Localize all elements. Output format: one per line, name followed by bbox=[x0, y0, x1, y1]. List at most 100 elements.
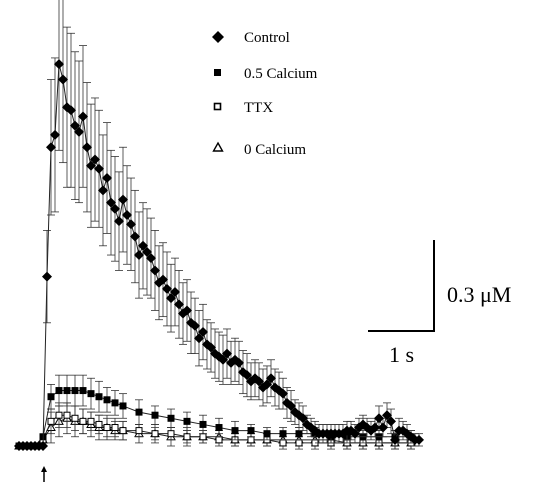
data-point bbox=[50, 129, 60, 140]
data-point bbox=[222, 348, 232, 359]
data-point bbox=[199, 433, 207, 441]
data-point bbox=[71, 414, 79, 422]
data-point bbox=[70, 120, 80, 131]
data-point bbox=[63, 411, 71, 419]
data-point bbox=[215, 436, 223, 444]
data-point bbox=[194, 333, 204, 344]
data-point bbox=[122, 210, 132, 220]
data-point bbox=[158, 274, 168, 285]
data-point bbox=[414, 434, 424, 445]
data-point bbox=[119, 427, 127, 435]
legend-label-half-calcium: 0.5 Calcium bbox=[244, 66, 318, 82]
data-point bbox=[74, 126, 84, 137]
data-point bbox=[166, 293, 176, 304]
data-point bbox=[130, 231, 140, 242]
open-square-marker-icon bbox=[213, 102, 222, 111]
data-point bbox=[66, 105, 76, 116]
data-point bbox=[374, 413, 384, 424]
data-point bbox=[138, 240, 148, 251]
data-point bbox=[111, 424, 119, 432]
open-triangle-marker-icon bbox=[212, 141, 224, 152]
data-point bbox=[42, 271, 52, 282]
data-point bbox=[94, 163, 104, 174]
data-point bbox=[95, 420, 103, 428]
data-point bbox=[79, 387, 87, 395]
data-point bbox=[71, 387, 79, 395]
legend-item-half-calcium: 0.5 Calcium bbox=[214, 66, 318, 82]
data-point bbox=[54, 59, 64, 70]
data-point bbox=[47, 417, 55, 425]
data-point bbox=[151, 411, 159, 419]
data-point bbox=[135, 408, 143, 416]
data-point bbox=[78, 111, 88, 122]
data-point bbox=[286, 400, 296, 411]
data-point bbox=[87, 417, 95, 425]
data-point bbox=[146, 253, 156, 264]
data-point bbox=[298, 413, 308, 424]
data-point bbox=[55, 387, 63, 395]
data-point bbox=[150, 265, 160, 276]
data-point bbox=[390, 434, 400, 445]
data-point bbox=[79, 417, 87, 425]
data-point bbox=[167, 414, 175, 422]
data-point bbox=[263, 430, 271, 438]
legend-label-ttx: TTX bbox=[244, 100, 273, 116]
data-point bbox=[151, 430, 159, 438]
data-point bbox=[126, 219, 136, 230]
data-point bbox=[87, 390, 95, 398]
diamond-marker-icon bbox=[212, 31, 224, 43]
data-point bbox=[231, 427, 239, 435]
data-point bbox=[38, 441, 48, 451]
legend-item-zero-calcium: 0 Calcium bbox=[212, 141, 306, 158]
series-control bbox=[14, 0, 424, 451]
data-point bbox=[183, 433, 191, 441]
legend-label-control: Control bbox=[244, 30, 290, 46]
data-point bbox=[247, 436, 255, 444]
data-point bbox=[242, 370, 252, 381]
data-point bbox=[46, 142, 56, 153]
data-point bbox=[63, 387, 71, 395]
data-point bbox=[199, 420, 207, 428]
data-point bbox=[114, 216, 124, 227]
data-point bbox=[90, 154, 100, 165]
data-point bbox=[111, 399, 119, 407]
data-point bbox=[58, 74, 68, 85]
data-point bbox=[55, 411, 63, 419]
data-point bbox=[47, 393, 55, 401]
data-point bbox=[170, 287, 180, 297]
data-point bbox=[162, 283, 172, 294]
data-point bbox=[95, 393, 103, 401]
data-point bbox=[278, 388, 288, 399]
data-point bbox=[142, 246, 152, 257]
data-point bbox=[98, 185, 108, 196]
data-point bbox=[106, 197, 116, 208]
legend-item-ttx: TTX bbox=[213, 100, 273, 116]
filled-square-marker-icon bbox=[214, 69, 221, 76]
data-point bbox=[206, 342, 216, 353]
data-point bbox=[82, 142, 92, 153]
data-point bbox=[167, 430, 175, 438]
data-point bbox=[386, 416, 396, 427]
data-point bbox=[215, 424, 223, 432]
data-point bbox=[295, 439, 303, 447]
data-point bbox=[247, 427, 255, 435]
legend-label-zero-calcium: 0 Calcium bbox=[244, 142, 306, 158]
data-point bbox=[103, 424, 111, 432]
data-point bbox=[198, 327, 208, 338]
data-point bbox=[86, 160, 96, 171]
data-point bbox=[103, 396, 111, 404]
data-point bbox=[370, 422, 380, 433]
data-point bbox=[183, 417, 191, 425]
data-point bbox=[102, 173, 112, 184]
data-point bbox=[118, 194, 128, 205]
legend-item-control: Control bbox=[212, 30, 290, 46]
data-point bbox=[134, 250, 144, 261]
data-point bbox=[279, 439, 287, 447]
data-point bbox=[135, 427, 143, 435]
data-point bbox=[378, 422, 388, 433]
data-point bbox=[266, 373, 276, 384]
data-point bbox=[279, 430, 287, 438]
data-point bbox=[182, 305, 192, 316]
plot-area bbox=[14, 0, 424, 451]
